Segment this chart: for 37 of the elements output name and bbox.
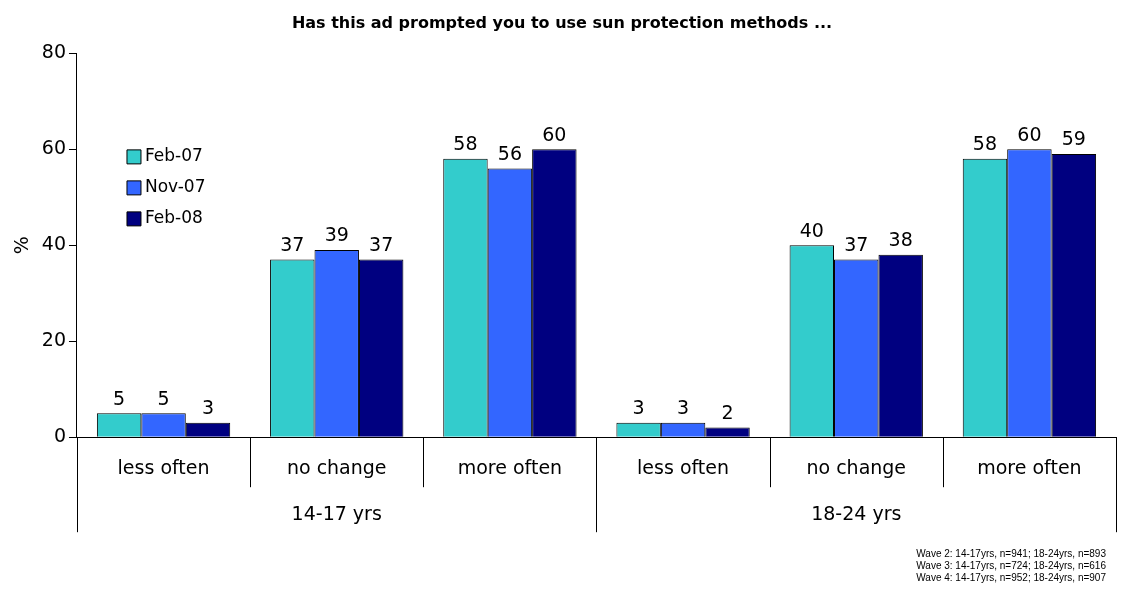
data-label: 38 (888, 228, 913, 251)
text: Wave 2: 14-17yrs, n=941; 18-24yrs, n=893 Wave 3: 14-17yrs, n=724; 18-24yrs, n=616 Wave 4: 14-17yrs, n=952; 18-24yrs, n=907 (916, 547, 1107, 583)
x-tick-label: more often (977, 455, 1082, 478)
data-label: 5 (113, 386, 126, 409)
data-label: 59 (1061, 127, 1086, 150)
data-label: 40 (799, 218, 824, 241)
x-tick-label: no change (286, 455, 387, 478)
data-label: 37 (844, 233, 869, 256)
y-tick-label: 20 (41, 328, 66, 351)
x-tick-label: less often (117, 455, 210, 478)
data-label: 37 (369, 233, 394, 256)
data-label: 60 (542, 122, 567, 145)
x-tick-label: no change (806, 455, 907, 478)
chart-title: Has this ad prompted you to use sun protection methods ... (291, 12, 833, 32)
data-label: 2 (721, 401, 734, 424)
data-label: 5 (157, 386, 170, 409)
legend-label: Feb-08 (144, 207, 203, 228)
legend-label: Feb-07 (144, 145, 203, 166)
data-label: 3 (632, 396, 645, 419)
y-tick-label: 60 (41, 136, 66, 159)
data-label: 56 (497, 141, 522, 164)
legend-label: Nov-07 (144, 176, 206, 197)
data-label: 60 (1017, 122, 1042, 145)
x-tick-label: less often (637, 455, 730, 478)
data-label: 58 (972, 132, 998, 155)
data-label: 39 (324, 223, 349, 246)
data-label: 3 (677, 396, 690, 419)
x-tick-label: more often (457, 455, 563, 478)
text: 18-24 yrs (811, 502, 902, 525)
y-tick-label: 80 (41, 40, 66, 63)
text: 14-17 yrs (291, 502, 382, 525)
y-tick-label: 0 (53, 424, 66, 447)
data-label: 58 (453, 132, 478, 155)
y-tick-label: 40 (41, 232, 66, 255)
data-label: 3 (201, 396, 215, 419)
data-label: 37 (280, 233, 305, 256)
y-axis-title: % (10, 236, 33, 255)
